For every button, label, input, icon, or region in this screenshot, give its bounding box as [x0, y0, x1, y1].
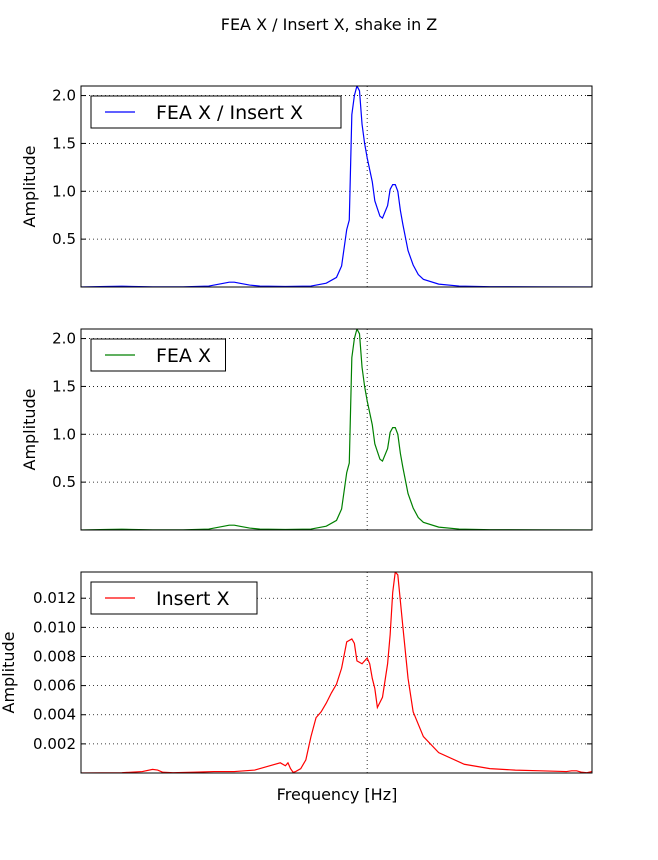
series-line — [81, 572, 592, 773]
chart-panel-1: 0.5 1.0 1.5 2.0 Amplitude FEA X / Insert X — [20, 85, 593, 288]
legend: FEA X — [90, 338, 226, 372]
legend: Insert X — [90, 581, 258, 615]
y-tick-label: 1.5 — [52, 134, 76, 152]
y-tick-label: 0.012 — [33, 589, 76, 607]
legend-label: FEA X / Insert X — [156, 102, 303, 124]
legend-box — [90, 95, 342, 129]
y-tick-label: 2.0 — [52, 330, 76, 348]
y-tick-label: 0.5 — [52, 473, 76, 491]
y-tick-label: 0.008 — [33, 647, 76, 665]
y-tick-label: 2.0 — [52, 87, 76, 105]
y-tick-label: 0.002 — [33, 735, 76, 753]
y-tick-label: 1.5 — [52, 377, 76, 395]
legend: FEA X / Insert X — [90, 95, 342, 129]
axes-frame — [80, 328, 593, 531]
legend-label: FEA X — [156, 345, 211, 367]
x-axis-label: Frequency [Hz] — [277, 785, 398, 804]
chart-panel-3: 0.002 0.004 0.006 0.008 0.010 0.012 Amplitude I… — [0, 571, 593, 774]
series-line — [81, 86, 592, 287]
y-tick-label: 1.0 — [52, 182, 76, 200]
chart-panel-2: 0.5 1.0 1.5 2.0 Amplitude FEA X — [20, 328, 593, 531]
axes-frame — [80, 571, 593, 774]
series-line — [81, 329, 592, 530]
y-tick-label: 0.004 — [33, 706, 76, 724]
axes-frame — [80, 85, 593, 288]
y-tick-label: 0.5 — [52, 230, 76, 248]
y-tick-label: 1.0 — [52, 425, 76, 443]
legend-label: Insert X — [156, 588, 230, 610]
y-axis-label: Amplitude — [20, 389, 39, 471]
figure-title: FEA X / Insert X, shake in Z — [221, 15, 438, 34]
y-tick-label: 0.006 — [33, 677, 76, 695]
y-tick-label: 0.010 — [33, 618, 76, 636]
y-axis-label: Amplitude — [0, 632, 18, 714]
y-axis-label: Amplitude — [20, 146, 39, 228]
